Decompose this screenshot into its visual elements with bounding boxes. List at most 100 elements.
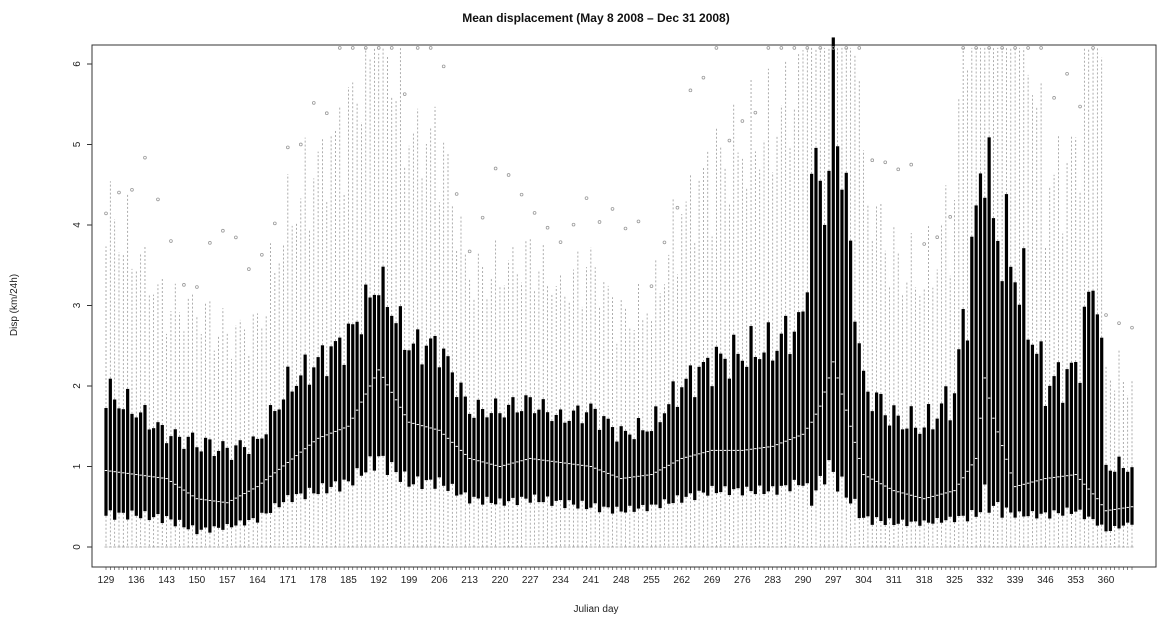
x-tick-label: 178: [310, 575, 327, 586]
box: [139, 412, 143, 519]
box: [152, 428, 156, 518]
box: [221, 441, 225, 530]
box: [684, 378, 688, 497]
outlier-point: [844, 46, 849, 50]
box: [944, 386, 948, 521]
outlier-point: [324, 111, 329, 116]
outlier-point: [350, 46, 355, 50]
box: [849, 240, 853, 504]
box: [784, 315, 788, 486]
outlier-point: [104, 211, 108, 216]
outlier-point: [273, 221, 277, 226]
box: [195, 447, 199, 535]
box: [714, 346, 719, 494]
outlier-point: [948, 215, 952, 219]
y-axis: 0 1 2 3 4 5 6: [72, 61, 93, 550]
box: [368, 297, 372, 457]
box: [407, 350, 411, 487]
box: [554, 414, 558, 501]
outlier-point: [883, 160, 888, 165]
box: [641, 430, 645, 505]
box: [766, 322, 770, 492]
outlier-point: [376, 46, 381, 50]
outlier-point: [117, 190, 121, 195]
box: [463, 396, 467, 493]
box: [1104, 464, 1108, 532]
outlier-point: [545, 225, 550, 230]
box: [775, 350, 779, 495]
outlier-point: [208, 241, 212, 245]
x-axis-label: Julian day: [573, 604, 618, 615]
outlier-point: [558, 240, 563, 244]
box: [974, 205, 978, 517]
box: [1043, 405, 1048, 513]
outlier-point: [1078, 104, 1082, 109]
box: [143, 405, 147, 512]
box: [550, 421, 554, 506]
box: [511, 397, 515, 498]
x-tick-label: 269: [704, 575, 721, 586]
box: [818, 180, 822, 476]
box: [571, 410, 576, 505]
x-tick-label: 234: [552, 575, 569, 586]
box: [771, 360, 775, 487]
box: [494, 398, 498, 505]
box: [926, 404, 931, 523]
outlier-point: [961, 46, 965, 50]
box: [909, 406, 913, 522]
outlier-point: [727, 138, 732, 143]
outlier-point: [597, 220, 602, 224]
box: [333, 341, 338, 482]
box: [697, 366, 701, 491]
outlier-point: [935, 235, 939, 240]
box: [320, 345, 325, 484]
x-tick-label: 164: [249, 575, 266, 586]
box: [281, 399, 286, 503]
box: [519, 411, 524, 497]
box: [247, 454, 251, 520]
x-tick-label: 136: [128, 575, 145, 586]
box: [351, 324, 355, 486]
box: [667, 404, 671, 504]
box: [978, 173, 983, 513]
box: [645, 431, 649, 512]
x-tick-label: 325: [946, 575, 963, 586]
box: [710, 386, 714, 486]
box: [165, 443, 169, 517]
box: [1121, 468, 1125, 526]
y-tick-label: 5: [72, 141, 83, 147]
box: [814, 147, 818, 491]
box: [411, 343, 415, 485]
box: [476, 399, 480, 499]
outlier-point: [143, 155, 147, 160]
box: [329, 346, 333, 487]
box: [823, 224, 827, 485]
box: [567, 420, 571, 501]
outlier-point: [1091, 46, 1095, 50]
box: [268, 405, 273, 513]
box: [1069, 362, 1073, 514]
x-tick-label: 276: [734, 575, 751, 586]
box: [861, 370, 866, 518]
box: [610, 427, 615, 514]
box: [299, 375, 303, 494]
outlier-point: [415, 46, 420, 50]
box: [255, 438, 260, 523]
box: [290, 391, 294, 503]
outlier-point: [247, 267, 251, 271]
x-axis: 129 136 143 150 157 164 171 178 185 192 199 206 213 2…: [98, 566, 1133, 586]
box: [589, 403, 593, 508]
box: [727, 378, 731, 496]
outlier-point: [480, 215, 485, 220]
x-tick-label: 346: [1037, 575, 1054, 586]
box: [264, 434, 268, 514]
box: [532, 413, 537, 495]
outlier-point: [753, 110, 758, 115]
box: [104, 408, 108, 516]
box: [416, 329, 420, 477]
outlier-point: [506, 173, 511, 177]
outlier-point: [311, 101, 316, 105]
box: [779, 333, 783, 486]
outlier-point: [701, 75, 706, 80]
